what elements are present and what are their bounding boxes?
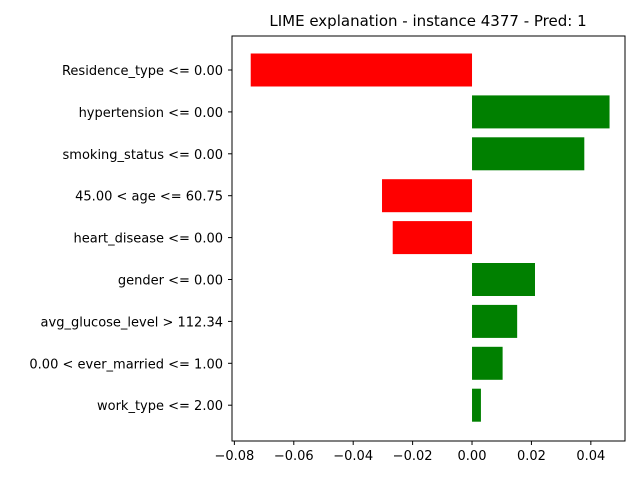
bar-6 [472, 304, 518, 338]
x-tick-label: 0.04 [576, 449, 605, 464]
y-axis-ticks: Residence_type <= 0.00 hypertension <= 0.… [29, 64, 232, 414]
y-tick-label: avg_glucose_level > 112.34 [41, 315, 223, 330]
x-tick-label: 0.00 [458, 449, 487, 464]
bar-3 [382, 179, 473, 213]
bar-2 [472, 137, 585, 171]
bar-5 [472, 263, 535, 296]
y-tick-label: smoking_status <= 0.00 [63, 148, 223, 163]
y-tick-label: 0.00 < ever_married <= 1.00 [29, 357, 223, 372]
bar-8 [472, 388, 481, 422]
bar-7 [472, 346, 503, 380]
bar-0 [250, 53, 473, 87]
bar-1 [472, 95, 610, 129]
x-tick-label: −0.02 [393, 449, 433, 464]
x-tick-label: −0.08 [214, 449, 254, 464]
x-axis-ticks: −0.08 −0.06 −0.04 −0.02 0.00 0.02 0.04 [214, 441, 605, 464]
x-tick-label: −0.04 [333, 449, 373, 464]
bars-group [250, 53, 610, 422]
plot-frame [231, 35, 626, 442]
y-tick-label: 45.00 < age <= 60.75 [75, 190, 223, 205]
bar-4 [392, 221, 473, 255]
chart-title: LIME explanation - instance 4377 - Pred:… [269, 12, 586, 30]
y-tick-label: hypertension <= 0.00 [79, 106, 223, 121]
y-tick-label: Residence_type <= 0.00 [62, 64, 223, 79]
y-tick-label: gender <= 0.00 [118, 274, 223, 289]
y-tick-label: heart_disease <= 0.00 [73, 232, 223, 247]
x-tick-label: 0.02 [517, 449, 546, 464]
y-tick-label: work_type <= 2.00 [97, 399, 223, 414]
x-tick-label: −0.06 [274, 449, 314, 464]
